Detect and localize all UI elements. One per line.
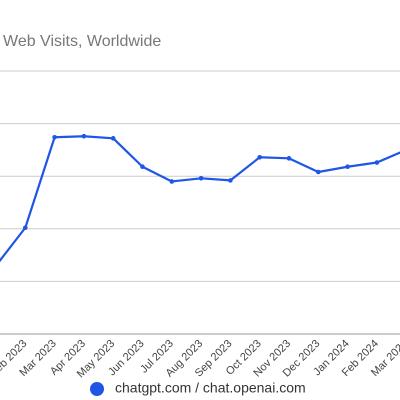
data-point bbox=[23, 225, 28, 231]
data-point bbox=[345, 164, 350, 170]
chart-title: Web Visits, Worldwide bbox=[3, 33, 161, 50]
series-line bbox=[0, 135, 400, 263]
data-point bbox=[374, 160, 380, 165]
data-point bbox=[316, 169, 321, 175]
legend-label: chatgpt.com / chat.openai.com bbox=[115, 380, 306, 396]
data-point bbox=[52, 134, 57, 140]
data-point bbox=[140, 164, 145, 170]
data-point bbox=[286, 156, 292, 161]
data-point bbox=[257, 154, 263, 160]
data-point bbox=[169, 179, 175, 184]
data-point bbox=[110, 136, 116, 141]
data-point bbox=[228, 178, 233, 183]
data-point bbox=[198, 176, 204, 181]
legend-marker bbox=[90, 382, 104, 396]
data-point bbox=[81, 133, 87, 139]
